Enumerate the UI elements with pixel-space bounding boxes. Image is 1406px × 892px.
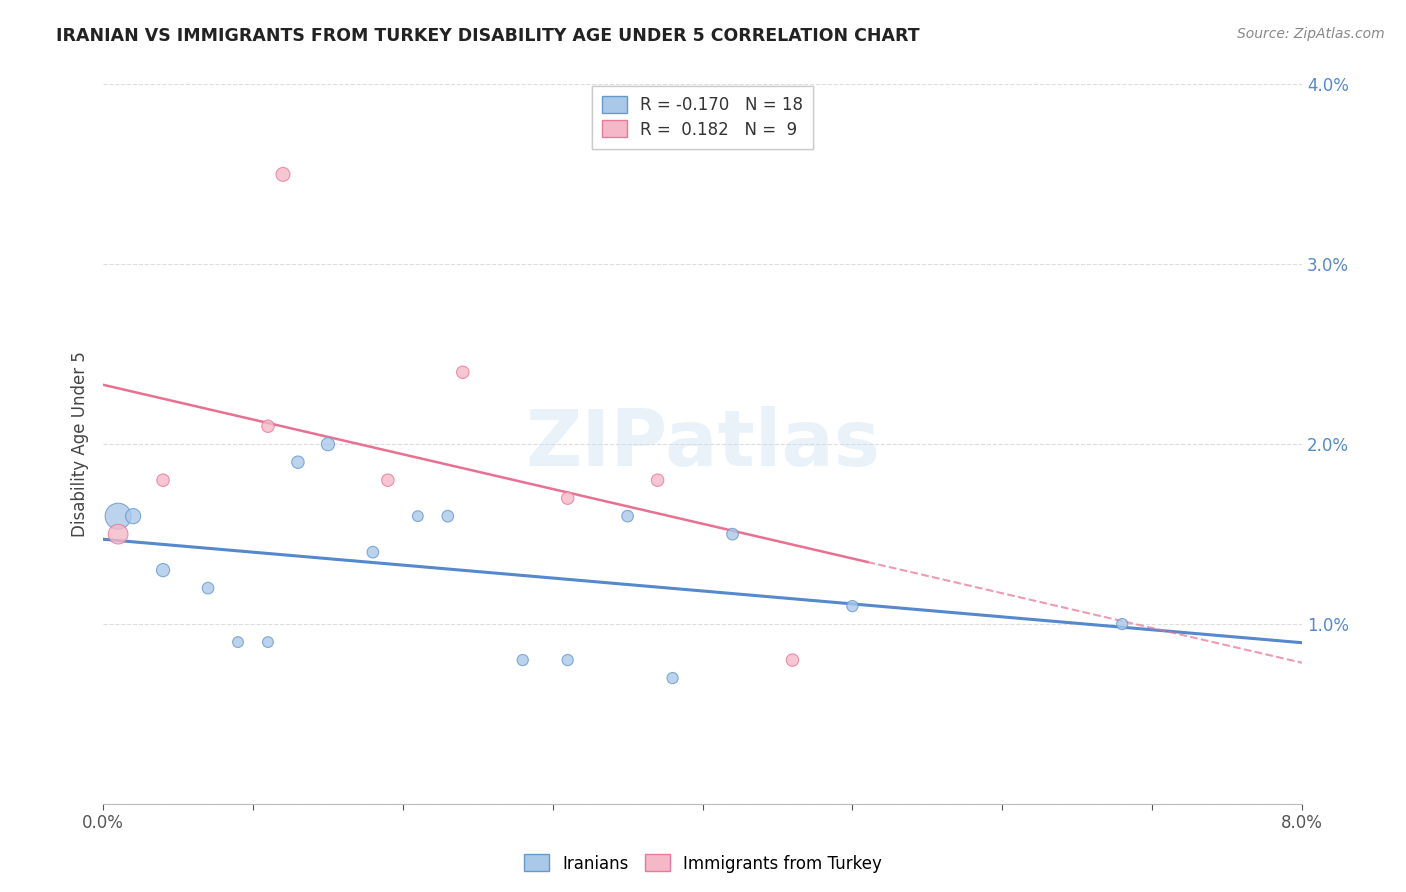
Point xyxy=(616,509,638,524)
Point xyxy=(226,635,249,649)
Text: Source: ZipAtlas.com: Source: ZipAtlas.com xyxy=(1237,27,1385,41)
Point xyxy=(661,671,683,685)
Text: IRANIAN VS IMMIGRANTS FROM TURKEY DISABILITY AGE UNDER 5 CORRELATION CHART: IRANIAN VS IMMIGRANTS FROM TURKEY DISABI… xyxy=(56,27,920,45)
Point xyxy=(287,455,309,469)
Point xyxy=(841,599,863,613)
Legend: Iranians, Immigrants from Turkey: Iranians, Immigrants from Turkey xyxy=(517,847,889,880)
Point xyxy=(122,509,145,524)
Point xyxy=(361,545,384,559)
Point xyxy=(512,653,534,667)
Point xyxy=(721,527,744,541)
Point xyxy=(107,509,129,524)
Point xyxy=(557,653,579,667)
Legend: R = -0.170   N = 18, R =  0.182   N =  9: R = -0.170 N = 18, R = 0.182 N = 9 xyxy=(592,86,813,149)
Point xyxy=(782,653,804,667)
Point xyxy=(257,419,280,434)
Point xyxy=(152,473,174,487)
Point xyxy=(316,437,339,451)
Text: ZIPatlas: ZIPatlas xyxy=(524,406,880,483)
Point xyxy=(451,365,474,379)
Point xyxy=(647,473,669,487)
Point xyxy=(377,473,399,487)
Point xyxy=(436,509,458,524)
Point xyxy=(197,581,219,595)
Point xyxy=(406,509,429,524)
Y-axis label: Disability Age Under 5: Disability Age Under 5 xyxy=(72,351,89,537)
Point xyxy=(557,491,579,505)
Point xyxy=(1111,617,1133,632)
Point xyxy=(271,167,294,181)
Point xyxy=(257,635,280,649)
Point xyxy=(107,527,129,541)
Point xyxy=(152,563,174,577)
